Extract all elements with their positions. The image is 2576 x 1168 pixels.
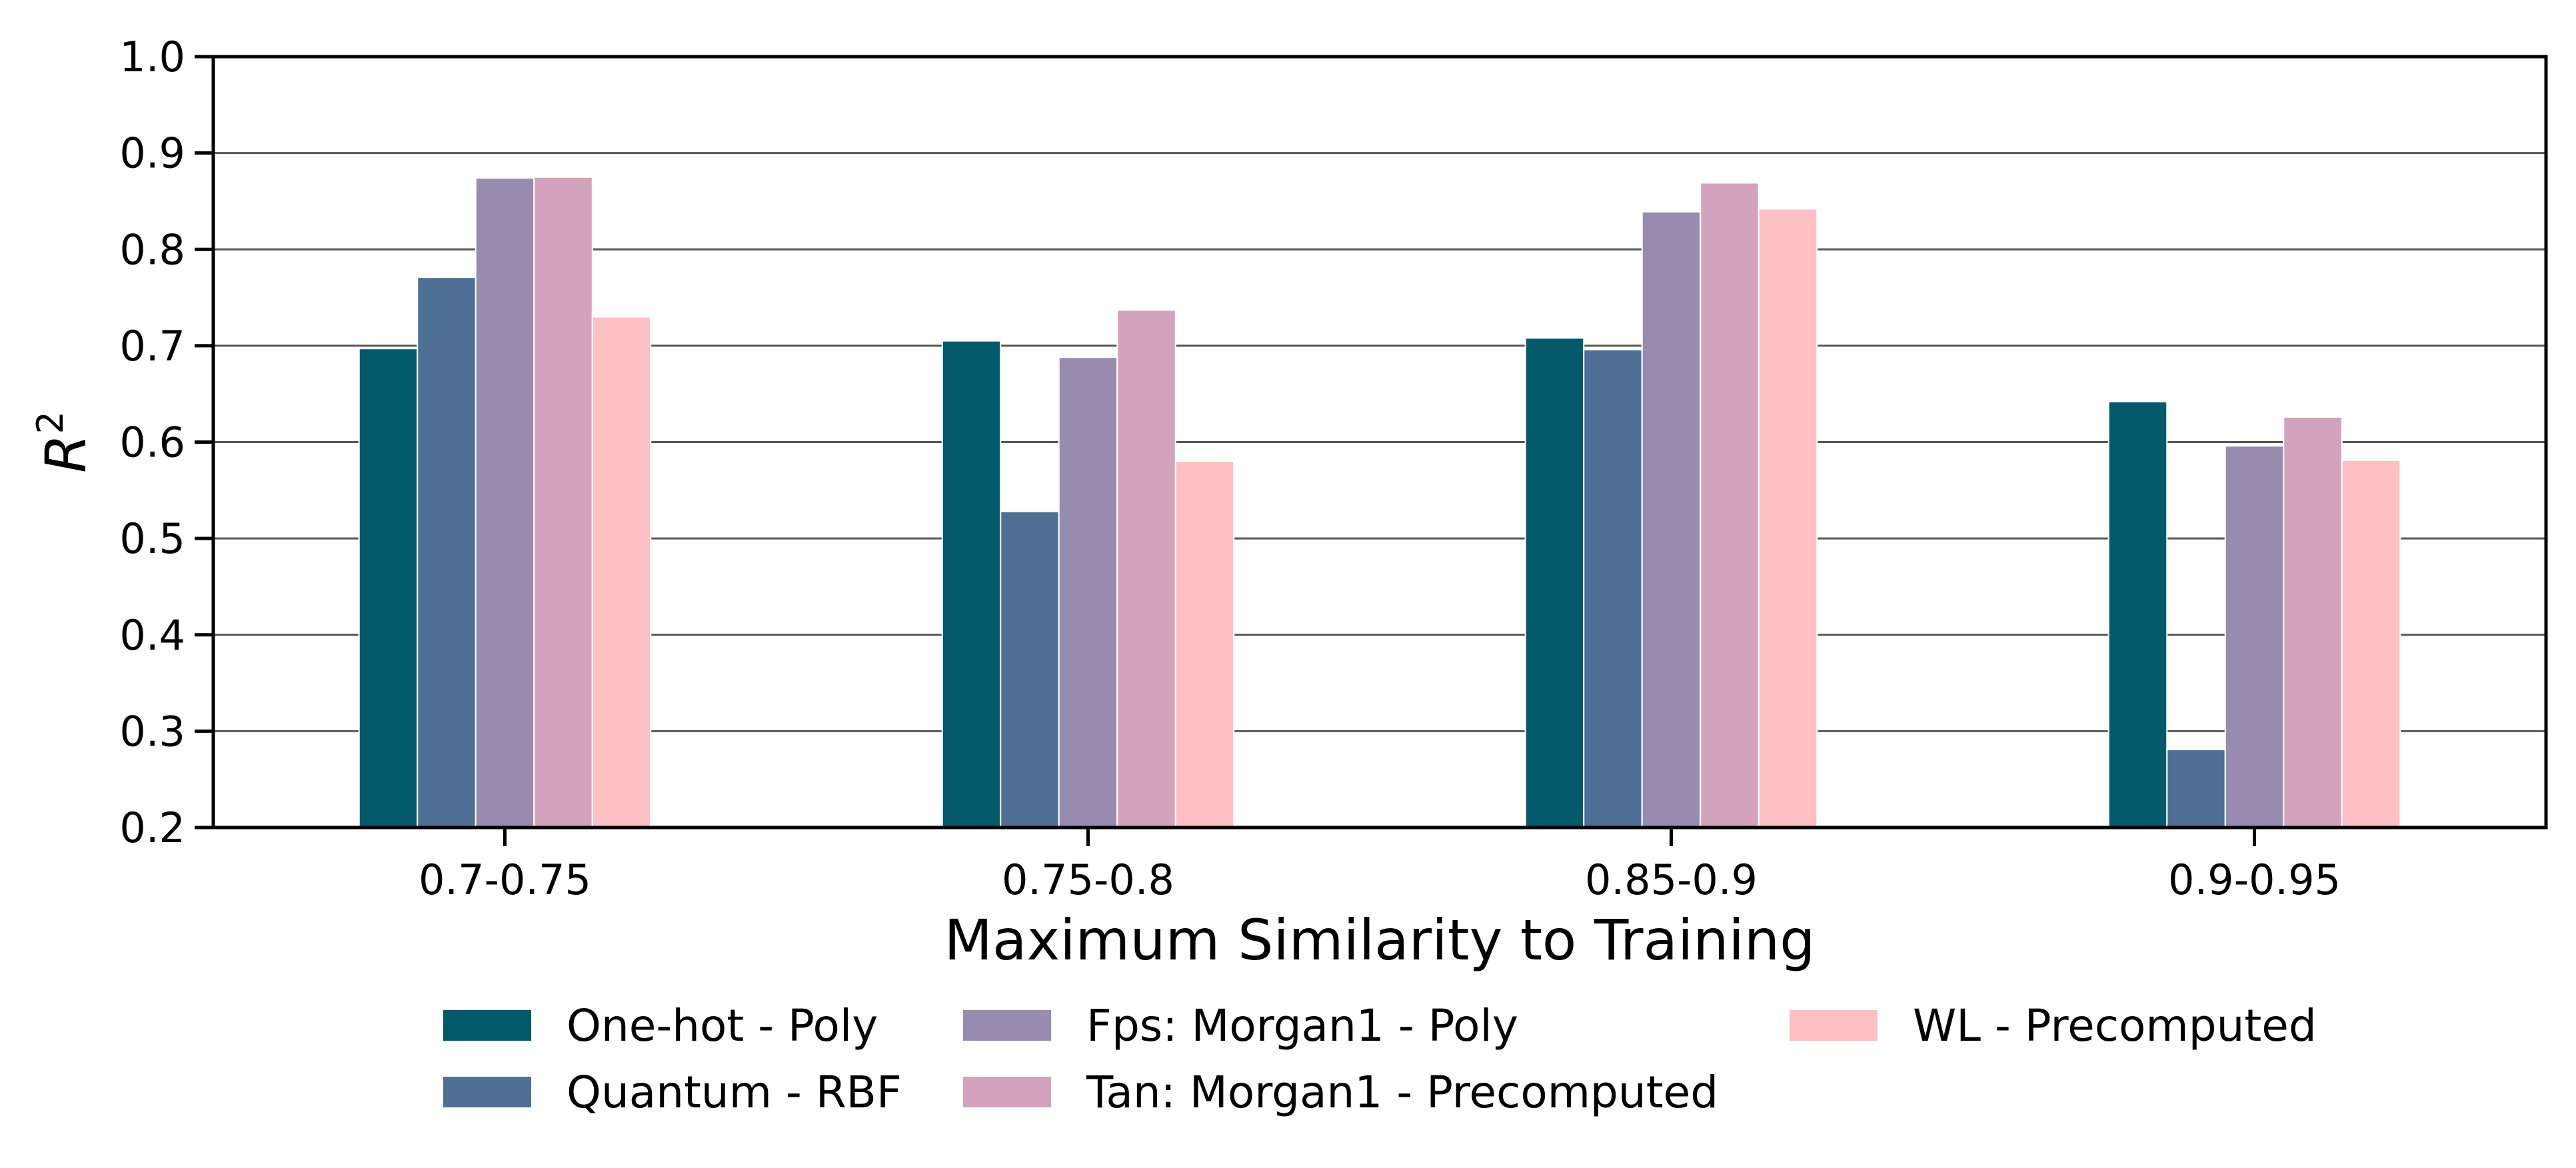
bar bbox=[1583, 348, 1643, 828]
bar bbox=[2283, 416, 2343, 828]
bar bbox=[2224, 445, 2285, 828]
bar bbox=[1700, 182, 1760, 828]
y-tick-label: 0.9 bbox=[119, 129, 185, 178]
bar bbox=[1174, 460, 1235, 828]
y-tick-label: 0.4 bbox=[119, 611, 185, 660]
legend-label: Quantum - RBF bbox=[567, 1067, 902, 1118]
y-tick-label: 0.8 bbox=[119, 225, 185, 274]
y-tick-label: 0.7 bbox=[119, 322, 185, 370]
x-tick-label: 0.85-0.9 bbox=[1585, 856, 1758, 904]
bar bbox=[1758, 208, 1818, 828]
bars bbox=[358, 176, 2401, 829]
y-axis-title: R2 bbox=[29, 411, 99, 473]
bar bbox=[358, 348, 419, 828]
y-tick-label: 0.6 bbox=[119, 418, 185, 467]
y-tick-label: 0.2 bbox=[119, 804, 185, 852]
y-axis-title-superscript: 2 bbox=[29, 411, 71, 434]
legend-swatch bbox=[443, 1010, 531, 1041]
legend-label: Fps: Morgan1 - Poly bbox=[1086, 1000, 1518, 1051]
legend-swatch bbox=[963, 1010, 1051, 1041]
bar bbox=[1116, 309, 1176, 828]
y-tick-label: 1.0 bbox=[119, 33, 185, 81]
bar bbox=[533, 176, 593, 828]
legend: One-hot - Poly Quantum - RBF Fps: Morgan1 … bbox=[443, 1000, 2317, 1118]
bar bbox=[2341, 459, 2401, 828]
bar bbox=[1000, 510, 1060, 828]
y-tick-label: 0.3 bbox=[119, 707, 185, 756]
bar bbox=[475, 177, 535, 829]
bar bbox=[2107, 400, 2168, 828]
y-axis: 0.2 0.3 0.4 0.5 0.6 0.7 0.8 0.9 1.0 bbox=[119, 33, 213, 852]
bar bbox=[591, 316, 652, 828]
x-axis-title: Maximum Similarity to Training bbox=[944, 907, 1816, 973]
bar bbox=[1641, 211, 1702, 828]
x-axis: 0.7-0.75 0.75-0.8 0.85-0.9 0.9-0.95 bbox=[419, 828, 2341, 904]
legend-label: Tan: Morgan1 - Precomputed bbox=[1086, 1067, 1718, 1118]
bar bbox=[1058, 356, 1118, 828]
legend-label: WL - Precomputed bbox=[1913, 1000, 2317, 1051]
bar bbox=[417, 277, 477, 829]
bar bbox=[2166, 748, 2226, 829]
legend-label: One-hot - Poly bbox=[567, 1000, 878, 1051]
x-tick-label: 0.75-0.8 bbox=[1002, 856, 1174, 904]
x-tick-label: 0.9-0.95 bbox=[2168, 856, 2341, 904]
legend-swatch bbox=[1790, 1010, 1878, 1041]
bar bbox=[941, 340, 1002, 828]
y-tick-label: 0.5 bbox=[119, 514, 185, 563]
legend-swatch bbox=[963, 1077, 1051, 1107]
bar bbox=[1524, 337, 1585, 828]
x-tick-label: 0.7-0.75 bbox=[419, 856, 591, 904]
y-axis-title-base: R bbox=[33, 434, 99, 472]
legend-swatch bbox=[443, 1077, 531, 1107]
